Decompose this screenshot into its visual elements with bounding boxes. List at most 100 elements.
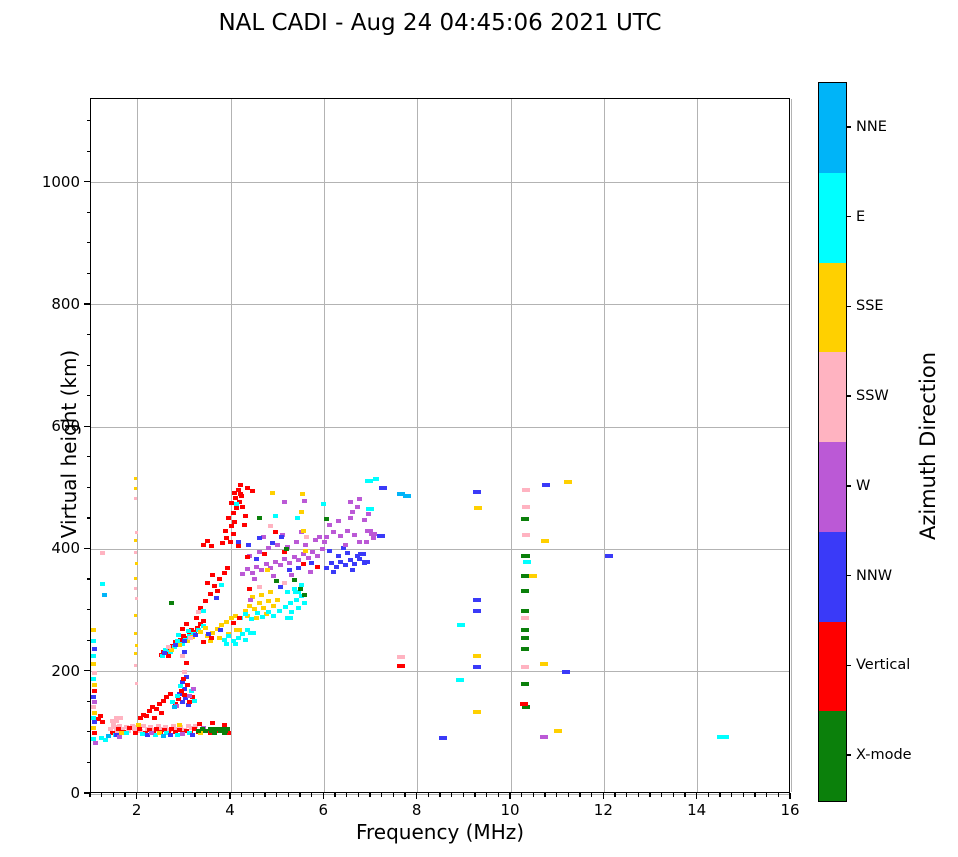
data-point-sse [197,731,203,736]
colorbar-segment-nnw [819,531,846,622]
data-point-nnw [184,674,190,679]
data-point-sse [299,509,305,514]
colorbar-label: Azimuth Direction [916,351,940,541]
colorbar-tick-label-e: E [856,208,866,225]
data-point-e [139,732,145,737]
data-point-e [273,513,279,518]
colorbar-tick-label-vertical: Vertical [856,657,911,674]
colorbar-tick-label-nnw: NNW [856,567,893,584]
grid-line-x [323,99,325,792]
data-point-x-mode [169,601,175,606]
colorbar-tick [847,574,851,577]
data-point-e [91,715,97,720]
data-point-e [456,623,465,628]
data-point-e [265,609,271,614]
data-point-sse [134,562,138,566]
grid-line-x [510,99,512,792]
data-point-e [277,608,283,613]
data-point-e [174,639,180,644]
data-point-vertical [227,540,233,545]
data-point-nnw [269,541,275,546]
data-point-nnw [439,735,448,740]
grid-line-y [91,426,789,428]
data-point-w [263,562,269,567]
data-point-sse [219,623,225,628]
data-point-vertical [230,510,236,515]
data-point-e [170,700,176,705]
data-point-w [265,546,271,551]
data-point-w [354,504,360,509]
data-point-vertical [200,542,206,547]
data-point-vertical [180,677,186,682]
data-point-sse [553,729,562,734]
data-point-ssw [111,725,117,730]
data-point-sse [209,630,215,635]
data-point-x-mode [217,729,228,734]
data-point-e [188,689,194,694]
data-point-nnw [562,669,571,674]
data-point-e [186,731,192,736]
data-point-nnw [91,695,97,700]
data-point-x-mode [521,704,530,709]
data-point-vertical [232,519,238,524]
data-point-nnw [190,732,196,737]
data-point-nnw [362,559,371,564]
chart-title: NAL CADI - Aug 24 04:45:06 2021 UTC [218,10,662,36]
data-point-ssw [521,487,530,492]
data-point-ssw [108,727,114,732]
data-point-vertical [262,552,268,557]
data-point-nnw [473,598,482,603]
data-point-sse [539,662,548,667]
data-point-vertical [223,536,229,541]
data-point-ssw [268,524,274,529]
data-point-vertical [164,695,170,700]
grid-line-y [91,793,789,795]
data-point-ssw [170,723,176,728]
data-point-vertical [240,504,246,509]
data-point-x-mode [212,731,218,736]
data-point-e [293,597,299,602]
data-point-ssw [109,718,119,723]
data-point-ssw [163,724,169,729]
data-point-e [321,501,327,506]
data-point-vertical [160,699,166,704]
y-tick-label: 800 [51,294,80,313]
data-point-w [293,540,299,545]
data-point-e [192,699,198,704]
data-point-sse [474,505,483,510]
data-point-w [270,574,276,579]
data-point-nne [106,733,112,738]
data-point-sse [91,683,97,688]
data-point-e [98,735,104,740]
colorbar-title-wrap: Azimuth Direction [906,326,950,566]
grid-line-x [230,99,232,792]
data-point-ssw [193,724,199,729]
data-point-e [298,582,304,587]
data-point-e [366,507,375,512]
data-point-sse [134,614,138,618]
data-point-sse [168,647,174,652]
colorbar-tick [847,305,851,308]
data-point-vertical [212,584,218,589]
data-point-vertical [143,714,149,719]
data-point-ssw [195,609,201,614]
data-point-w [370,536,376,541]
data-point-sse [233,613,239,618]
data-point-nnw [179,700,185,705]
y-tick-label: 0 [70,784,80,802]
data-point-nnw [213,596,219,601]
data-point-sse [91,725,97,730]
data-point-sse [301,529,307,534]
data-point-sse [118,731,124,736]
x-tick-label: 16 [780,801,800,819]
data-point-w [300,552,306,557]
data-point-vertical [191,727,197,732]
data-point-nnw [162,651,168,656]
data-point-vertical [178,689,184,694]
data-point-w [286,560,292,565]
data-point-vertical [197,721,203,726]
data-point-vertical [241,523,247,528]
data-point-w [356,540,362,545]
data-point-sse [473,710,482,715]
